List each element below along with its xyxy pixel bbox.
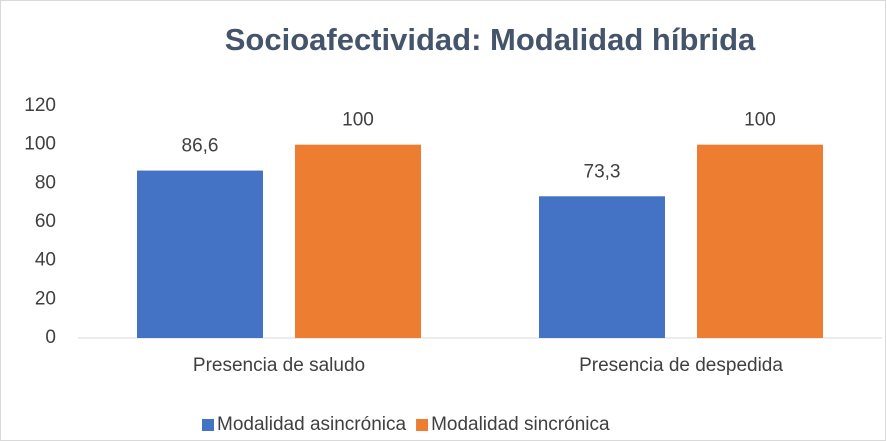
y-tick-label: 60 [35, 211, 56, 232]
y-tick-label: 120 [24, 95, 56, 116]
legend-label: Modalidad sincrónica [431, 414, 610, 435]
legend-swatch [416, 419, 429, 431]
bar [697, 144, 823, 338]
y-tick-label: 80 [35, 172, 56, 193]
bar [539, 196, 665, 338]
y-tick-label: 0 [45, 327, 56, 348]
data-label: 86,6 [182, 136, 219, 157]
bar [295, 144, 421, 338]
y-tick-label: 100 [24, 134, 56, 155]
x-tick-label: Presencia de despedida [579, 355, 783, 376]
chart-title: Socioafectividad: Modalidad híbrida [225, 22, 756, 57]
y-tick-label: 20 [35, 288, 56, 309]
legend-swatch [202, 419, 214, 431]
bar [137, 170, 263, 338]
data-label: 100 [744, 110, 776, 131]
data-label: 100 [342, 110, 374, 131]
y-tick-label: 40 [35, 250, 56, 271]
data-label: 73,3 [584, 161, 621, 182]
legend-label: Modalidad asincrónica [217, 414, 406, 435]
x-tick-label: Presencia de saludo [193, 355, 365, 376]
